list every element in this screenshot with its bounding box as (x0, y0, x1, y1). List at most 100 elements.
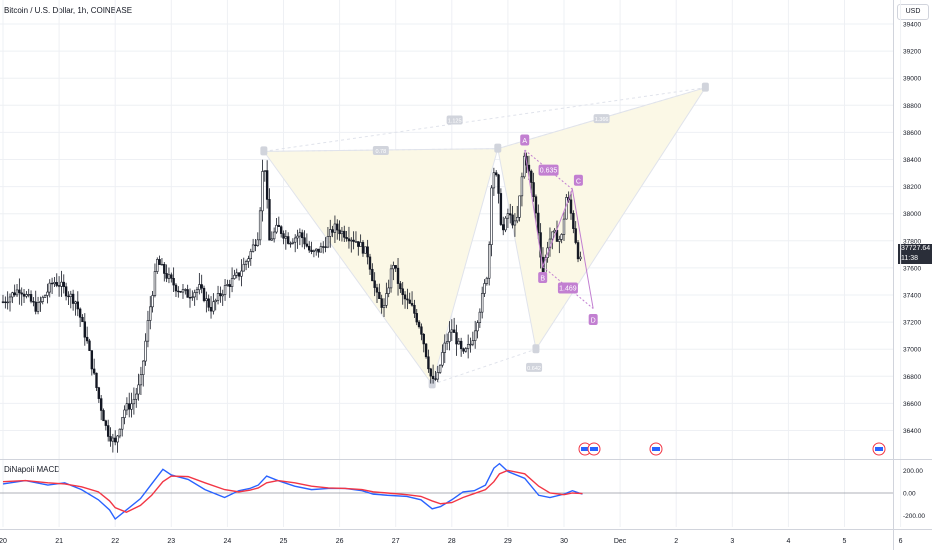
flag-icon (875, 447, 883, 451)
candle-body (247, 258, 250, 262)
projection-point-marker (428, 379, 436, 389)
candle-body (530, 170, 533, 183)
flag-icon (581, 447, 589, 451)
candle-body (284, 236, 288, 239)
price-axis-label: 37800 (903, 238, 921, 245)
candle-body (109, 436, 112, 442)
candle-body (69, 293, 72, 297)
candle-body (389, 268, 393, 289)
candle-body (36, 302, 40, 312)
projection-ratio-box (593, 114, 610, 124)
macd-axis-label: -200.00 (903, 513, 925, 520)
projection-point-marker (260, 146, 268, 156)
candle-body (214, 299, 217, 303)
candle-body (268, 199, 271, 241)
candle-body (286, 236, 290, 244)
currency-button[interactable]: USD (897, 4, 929, 20)
candle-body (165, 273, 168, 279)
candle-body (200, 284, 203, 289)
projection-ratio-label: 0.78 (375, 149, 386, 155)
projection-ratio-box (526, 362, 543, 372)
candle-body (20, 292, 23, 295)
candle-body (202, 287, 206, 301)
candle-body (436, 372, 439, 380)
candle-body (511, 214, 514, 226)
candle-body (504, 217, 507, 231)
candle-body (153, 271, 157, 296)
time-axis-label: 24 (224, 538, 232, 545)
candle-body (137, 384, 140, 395)
candle-body (244, 261, 248, 265)
time-axis-label: 26 (336, 538, 344, 545)
candle-body (319, 246, 323, 253)
candle-body (160, 263, 164, 266)
candle-body (394, 265, 397, 269)
candle-body (466, 344, 470, 349)
projection-ratio-label: 1.366 (595, 117, 609, 123)
candle-body (532, 182, 535, 198)
candle-body (130, 403, 133, 410)
flag-icon (590, 447, 598, 451)
candle-body (520, 176, 524, 197)
candle-body (331, 229, 334, 233)
candle-body (27, 294, 30, 296)
candle-body (354, 241, 358, 243)
candle-body (240, 270, 243, 277)
candle-body (277, 224, 281, 227)
candle-body (146, 320, 150, 342)
candle-body (282, 233, 285, 239)
candle-body (265, 170, 269, 200)
candle-body (569, 199, 573, 214)
candle-body (11, 292, 14, 298)
projection-ratio-line (263, 87, 706, 152)
price-axis-label: 36600 (903, 401, 921, 408)
candle-body (104, 420, 108, 426)
candle-body (235, 272, 238, 276)
candle-body (368, 256, 372, 270)
harmonic-ratio-cd: 1.469 (559, 286, 577, 293)
time-axis-label: 27 (392, 538, 400, 545)
candle-body (495, 172, 498, 176)
candle-body (329, 229, 332, 237)
candle-body (387, 287, 390, 294)
candle-body (361, 242, 365, 254)
candle-body (396, 267, 400, 284)
candle-body (116, 435, 119, 443)
candle-body (43, 295, 47, 298)
candle-body (195, 289, 199, 293)
candle-body (310, 249, 313, 252)
candle-body (8, 296, 12, 303)
candle-body (186, 289, 189, 298)
candle-body (226, 284, 229, 286)
candle-body (188, 297, 192, 299)
candle-body (443, 342, 446, 353)
harmonic-pattern-legs (524, 149, 594, 309)
candle-body (177, 290, 180, 293)
candle-body (527, 164, 531, 172)
harmonic-point-a (520, 134, 530, 146)
candle-body (275, 224, 278, 233)
candle-body (523, 155, 526, 178)
projection-ratio-line (432, 348, 537, 385)
candle-body (576, 242, 580, 260)
harmonic-point-d (588, 314, 598, 326)
candle-body (212, 301, 215, 312)
candle-body (480, 293, 484, 313)
candle-body (558, 239, 561, 242)
candle-body (97, 387, 101, 399)
macd-axis-label: 0.00 (903, 491, 916, 498)
candle-body (448, 331, 451, 342)
candle-body (81, 317, 84, 323)
candle-body (338, 229, 341, 235)
candle-body (83, 321, 87, 338)
candle-body (216, 293, 220, 301)
harmonic-point-label: A (522, 138, 527, 145)
candle-body (249, 251, 252, 260)
harmonic-ratio-box (538, 164, 559, 176)
candle-body (121, 417, 124, 430)
candle-body (373, 280, 376, 288)
candle-body (333, 223, 337, 233)
candle-body (48, 282, 51, 293)
candle-body (300, 232, 304, 239)
